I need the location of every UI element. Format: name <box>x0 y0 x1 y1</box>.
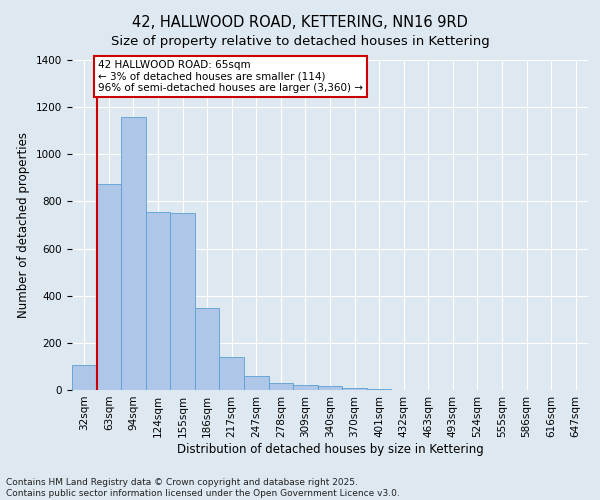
Text: 42, HALLWOOD ROAD, KETTERING, NN16 9RD: 42, HALLWOOD ROAD, KETTERING, NN16 9RD <box>132 15 468 30</box>
Bar <box>121 116 146 390</box>
Text: Size of property relative to detached houses in Kettering: Size of property relative to detached ho… <box>110 35 490 48</box>
X-axis label: Distribution of detached houses by size in Kettering: Distribution of detached houses by size … <box>176 442 484 456</box>
Bar <box>269 383 293 390</box>
Bar <box>367 389 391 390</box>
Text: 42 HALLWOOD ROAD: 65sqm
← 3% of detached houses are smaller (114)
96% of semi-de: 42 HALLWOOD ROAD: 65sqm ← 3% of detached… <box>98 60 363 93</box>
Bar <box>342 388 367 390</box>
Bar <box>170 213 195 390</box>
Bar <box>72 365 97 390</box>
Bar <box>195 308 220 390</box>
Bar <box>293 386 318 390</box>
Bar <box>220 357 244 390</box>
Bar <box>146 212 170 390</box>
Text: Contains HM Land Registry data © Crown copyright and database right 2025.
Contai: Contains HM Land Registry data © Crown c… <box>6 478 400 498</box>
Bar <box>97 184 121 390</box>
Y-axis label: Number of detached properties: Number of detached properties <box>17 132 31 318</box>
Bar <box>244 376 269 390</box>
Bar <box>318 386 342 390</box>
